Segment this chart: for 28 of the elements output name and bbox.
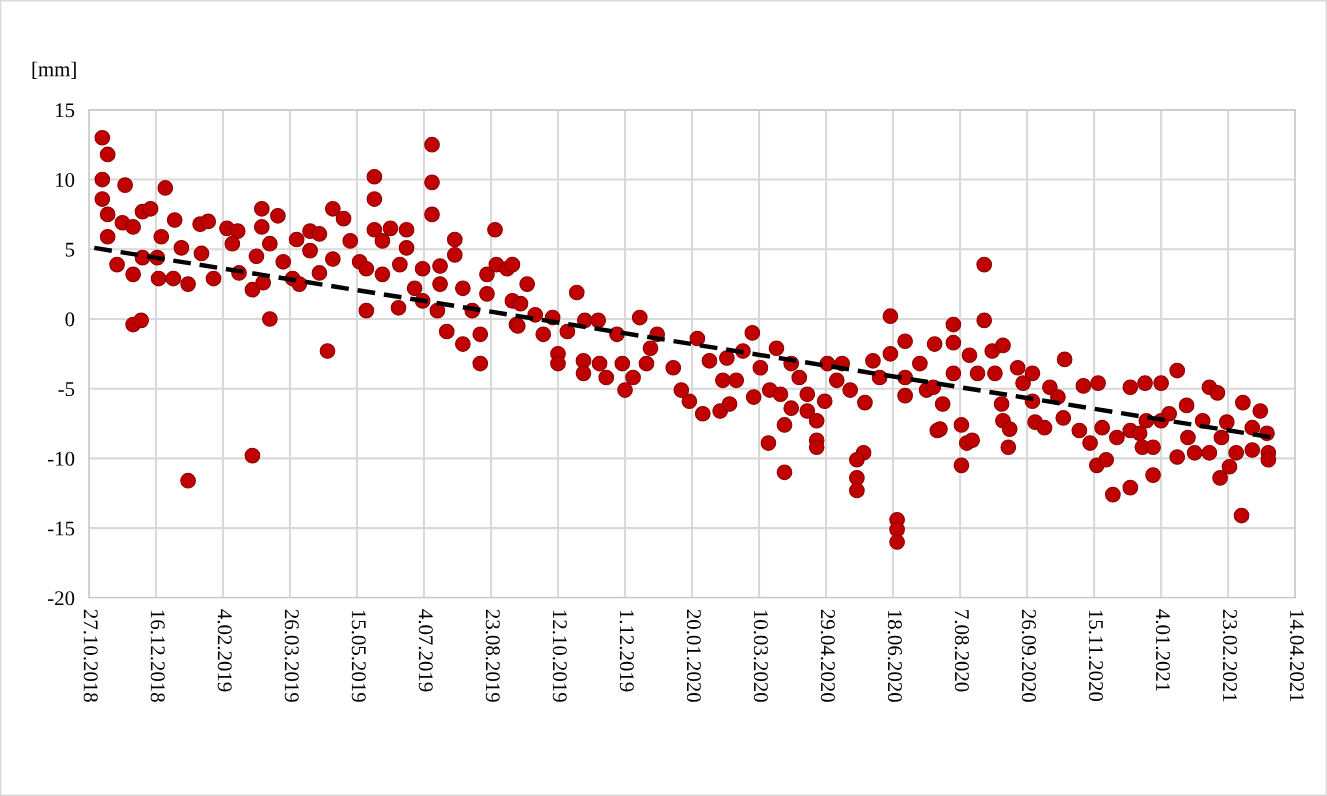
y-tick-label: -5 <box>58 382 75 397</box>
x-tick-label: 15.11.2020 <box>1088 610 1103 702</box>
x-tick-label: 15.05.2019 <box>351 610 366 702</box>
x-tick-label: 23.08.2019 <box>485 609 500 702</box>
x-tick-label: 14.04.2021 <box>1289 610 1304 702</box>
x-tick-label: 23.02.2021 <box>1222 609 1237 702</box>
y-tick-label: -15 <box>48 521 75 536</box>
x-tick-label: 7.08.2020 <box>954 610 969 692</box>
y-tick-label: 5 <box>65 242 75 257</box>
x-tick-label: 26.09.2020 <box>1021 609 1036 702</box>
y-tick-label: 0 <box>65 312 75 327</box>
x-tick-label: 4.01.2021 <box>1155 609 1170 691</box>
x-tick-label: 20.01.2020 <box>686 609 701 702</box>
x-tick-label: 4.02.2019 <box>217 609 232 692</box>
x-tick-label: 1.12.2019 <box>619 610 634 692</box>
x-tick-label: 18.06.2020 <box>887 610 902 702</box>
x-tick-label: 26.03.2019 <box>284 609 299 702</box>
x-tick-label: 27.10.2018 <box>83 609 98 702</box>
x-tick-label: 12.10.2019 <box>552 610 567 702</box>
x-tick-label: 16.12.2018 <box>150 610 165 702</box>
y-tick-label: -10 <box>48 451 75 466</box>
y-tick-label: -20 <box>48 591 75 606</box>
x-tick-label: 4.07.2019 <box>418 609 433 692</box>
y-tick-label: 10 <box>56 172 75 187</box>
x-tick-label: 29.04.2020 <box>820 609 835 702</box>
y-axis-title: [mm] <box>32 61 76 79</box>
y-tick-label: 15 <box>56 103 75 118</box>
x-tick-label: 10.03.2020 <box>753 610 768 702</box>
